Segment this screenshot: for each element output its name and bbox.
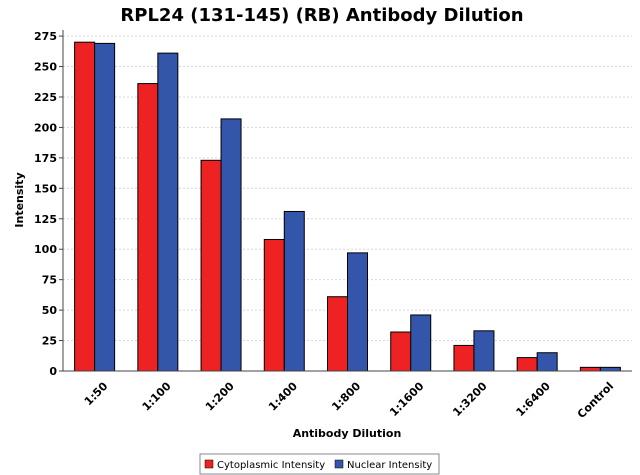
- legend-label: Nuclear Intensity: [347, 460, 432, 471]
- x-axis-ticks: 1:50 1:100 1:200 1:400 1:800 1:1600 1:3200 1:64…: [82, 379, 616, 421]
- legend-box: [199, 453, 440, 475]
- y-tick-label: 125: [34, 213, 57, 226]
- legend-swatch: [204, 459, 214, 469]
- bar-cytoplasmic: [453, 344, 475, 372]
- y-tick-label: 0: [49, 365, 57, 378]
- y-tick-label: 100: [34, 243, 57, 256]
- x-tick-label: 1:100: [140, 379, 174, 413]
- chart-title: RPL24 (131-145) (RB) Antibody Dilution: [120, 5, 523, 26]
- x-tick-label: 1:1600: [387, 379, 427, 419]
- bar-nuclear: [599, 366, 621, 372]
- bar-cytoplasmic: [137, 83, 159, 372]
- bar-cytoplasmic: [74, 41, 96, 372]
- bar-nuclear: [536, 352, 558, 372]
- legend-swatch: [334, 459, 344, 469]
- x-tick-label: 1:6400: [514, 379, 554, 419]
- y-axis-label: Intensity: [13, 172, 26, 227]
- bar-cytoplasmic: [327, 296, 348, 372]
- x-tick-label: 1:3200: [450, 379, 490, 419]
- y-tick-label: 75: [42, 274, 57, 287]
- x-tick-label: 1:50: [82, 379, 111, 408]
- bar-nuclear: [473, 330, 495, 372]
- y-tick-label: 150: [34, 182, 57, 195]
- bar-nuclear: [220, 118, 242, 372]
- bar-nuclear: [94, 42, 116, 372]
- bar-cytoplasmic: [200, 159, 222, 372]
- y-tick-label: 25: [42, 335, 57, 348]
- x-tick-label: 1:400: [266, 379, 300, 413]
- bar-cytoplasmic: [579, 366, 601, 372]
- y-tick-label: 200: [34, 121, 57, 134]
- x-tick-label: 1:800: [329, 379, 363, 413]
- y-tick-label: 225: [34, 91, 57, 104]
- y-tick-label: 175: [34, 152, 57, 165]
- legend: Cytoplasmic Intensity Nuclear Intensity: [199, 453, 440, 475]
- x-tick-label: 1:200: [203, 379, 237, 413]
- bar-nuclear: [347, 252, 368, 372]
- x-tick-label: Control: [575, 380, 616, 421]
- y-axis-ticks: 0 25 50 75 100 125 150 175 200 225 250 275: [34, 30, 63, 378]
- bar-cytoplasmic: [263, 238, 285, 372]
- bar-nuclear: [283, 210, 305, 372]
- y-tick-label: 275: [34, 30, 57, 43]
- bar-cytoplasmic: [390, 331, 412, 372]
- legend-label: Cytoplasmic Intensity: [217, 460, 325, 471]
- bar-nuclear: [157, 52, 179, 372]
- y-tick-label: 50: [42, 304, 58, 317]
- bar-nuclear: [410, 314, 432, 372]
- bars: [74, 41, 621, 372]
- bar-cytoplasmic: [516, 357, 538, 372]
- y-tick-label: 250: [34, 61, 57, 74]
- x-axis-label: Antibody Dilution: [293, 427, 402, 440]
